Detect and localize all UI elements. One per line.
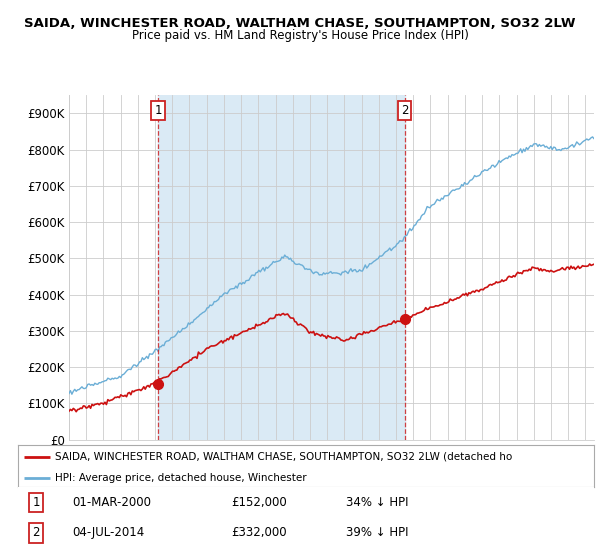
- Bar: [158, 95, 404, 440]
- Text: 1: 1: [154, 104, 162, 117]
- Text: 2: 2: [32, 526, 40, 539]
- Text: 04-JUL-2014: 04-JUL-2014: [73, 526, 145, 539]
- Text: SAIDA, WINCHESTER ROAD, WALTHAM CHASE, SOUTHAMPTON, SO32 2LW: SAIDA, WINCHESTER ROAD, WALTHAM CHASE, S…: [24, 17, 576, 30]
- Text: 39% ↓ HPI: 39% ↓ HPI: [346, 526, 409, 539]
- Text: 1: 1: [32, 496, 40, 509]
- Text: £152,000: £152,000: [231, 496, 287, 509]
- Text: Price paid vs. HM Land Registry's House Price Index (HPI): Price paid vs. HM Land Registry's House …: [131, 29, 469, 43]
- Text: £332,000: £332,000: [231, 526, 287, 539]
- Text: HPI: Average price, detached house, Winchester: HPI: Average price, detached house, Winc…: [55, 473, 307, 483]
- Text: SAIDA, WINCHESTER ROAD, WALTHAM CHASE, SOUTHAMPTON, SO32 2LW (detached ho: SAIDA, WINCHESTER ROAD, WALTHAM CHASE, S…: [55, 452, 512, 462]
- Text: 2: 2: [401, 104, 409, 117]
- Text: 34% ↓ HPI: 34% ↓ HPI: [346, 496, 409, 509]
- Text: 01-MAR-2000: 01-MAR-2000: [73, 496, 152, 509]
